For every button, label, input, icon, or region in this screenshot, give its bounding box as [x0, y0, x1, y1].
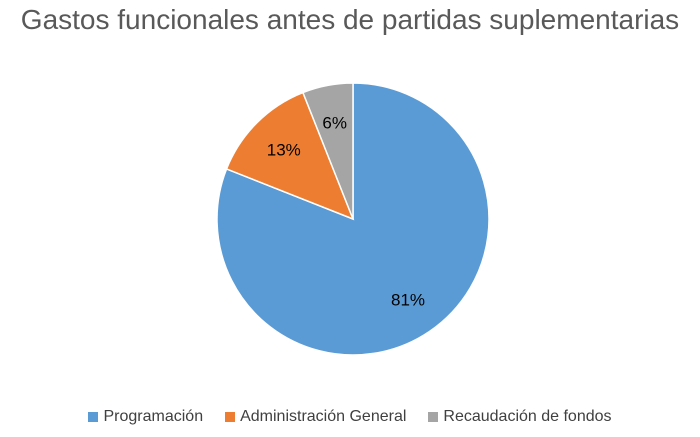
legend-swatch-administracion-general	[225, 412, 236, 422]
data-label-recaudacion-de-fondos: 6%	[322, 113, 347, 132]
chart-title: Gastos funcionales antes de partidas sup…	[20, 4, 680, 35]
legend-label-programacion: Programación	[103, 408, 204, 425]
legend-entry-administracion-general: Administración General	[225, 408, 406, 426]
legend-label-administracion-general: Administración General	[240, 408, 407, 425]
pie-slice-administracion-general	[225, 91, 355, 221]
legend-entry-programacion: Programación	[88, 408, 203, 426]
legend-entry-recaudacion-de-fondos: Recaudación de fondos	[428, 408, 612, 426]
legend-label-recaudacion-de-fondos: Recaudación de fondos	[443, 408, 612, 425]
pie-slice-recaudacion-de-fondos	[301, 82, 354, 220]
legend-swatch-recaudacion-de-fondos	[428, 412, 439, 422]
data-label-programacion: 81%	[391, 290, 425, 309]
data-label-administracion-general: 13%	[267, 140, 301, 159]
legend-swatch-programacion	[88, 412, 99, 422]
legend: Programación Administración General Reca…	[0, 408, 700, 426]
